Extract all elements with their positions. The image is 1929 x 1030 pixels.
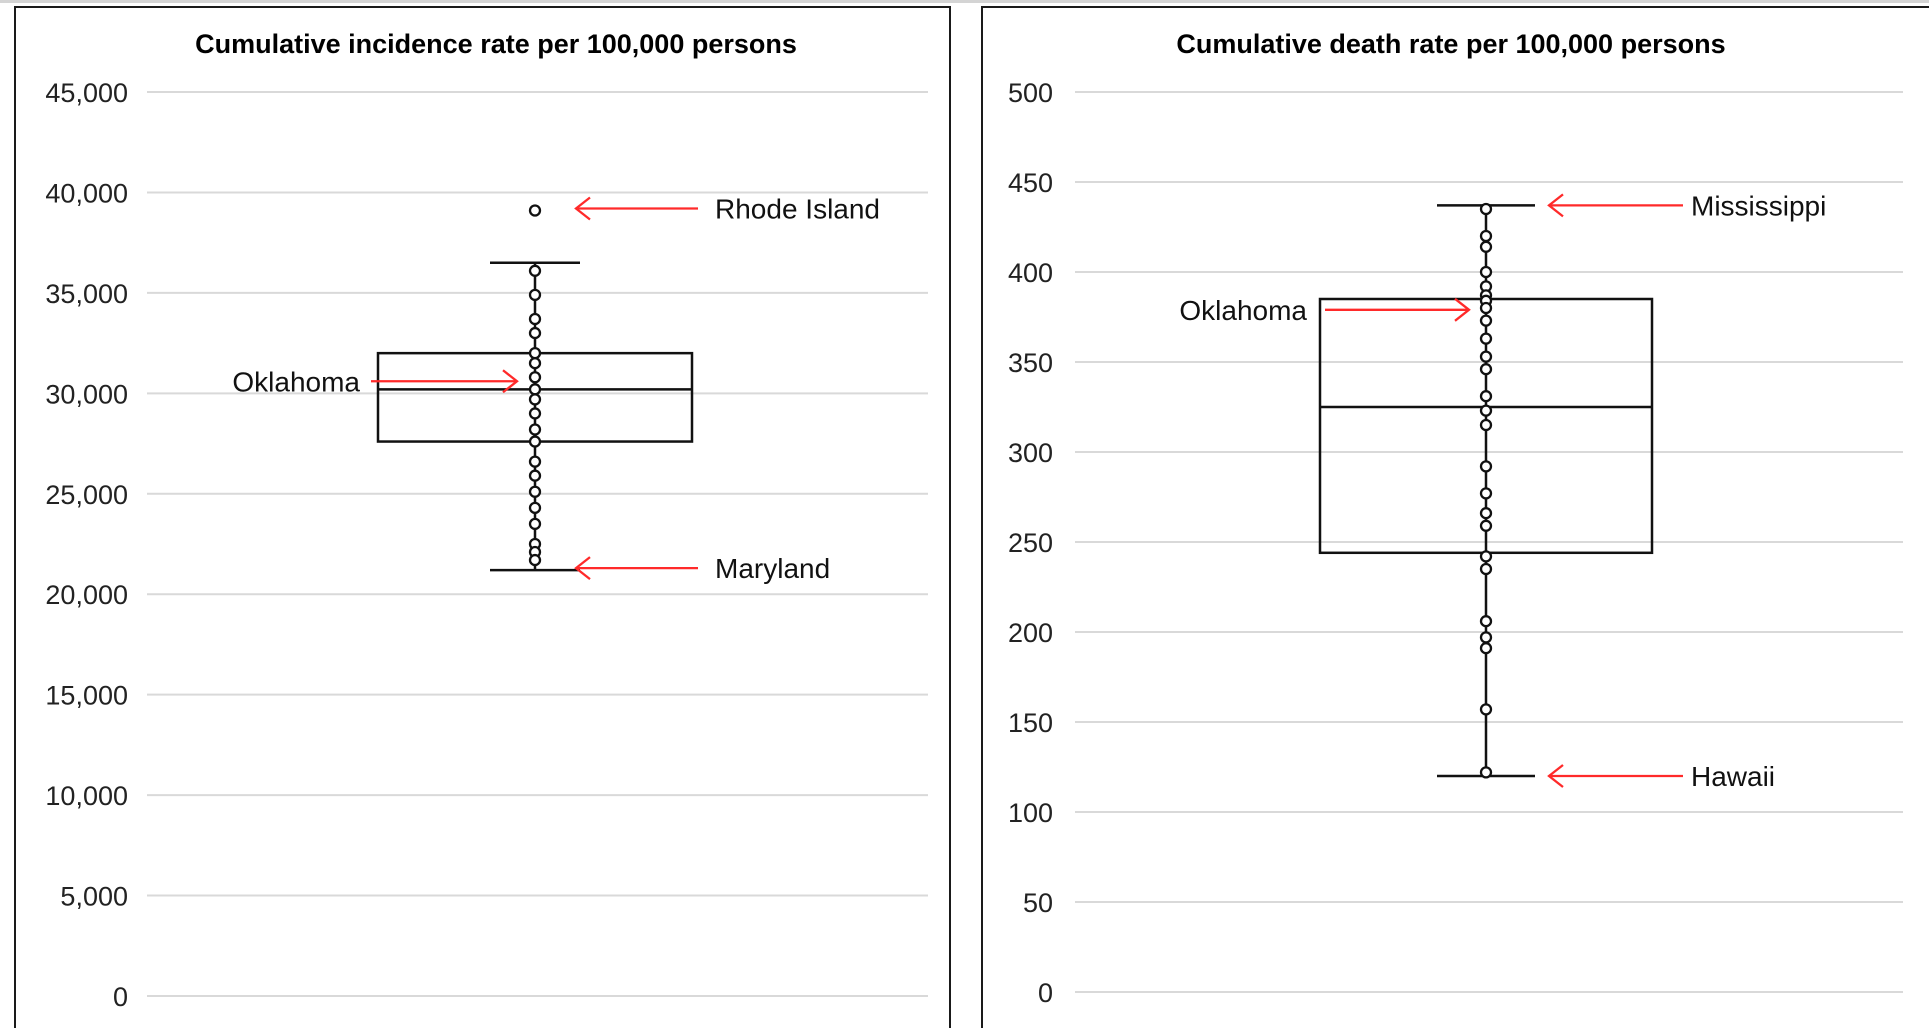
death-ytick-label: 400 [1008,258,1053,288]
incidence-data-point [528,357,542,370]
death-data-point [1479,202,1493,216]
death-data-point [1479,363,1493,376]
incidence-data-point [528,553,542,567]
incidence-data-point [528,312,542,326]
death-data-point [1479,631,1493,644]
death-data-point [1479,350,1493,363]
death-ytick-label: 0 [1038,978,1053,1008]
incidence-ytick-label: 25,000 [45,480,128,510]
incidence-ytick-label: 15,000 [45,681,128,711]
death-data-point [1479,615,1493,628]
death-data-point [1479,404,1493,417]
death-annotation-label: Oklahoma [1179,295,1307,326]
death-data-point [1479,240,1493,253]
death-annotation-arrowhead [1454,297,1471,322]
incidence-ytick-label: 0 [113,982,128,1012]
death-ytick-label: 500 [1008,78,1053,108]
incidence-data-point [528,264,542,277]
death-chart-title: Cumulative death rate per 100,000 person… [1176,29,1725,59]
incidence-chart: Cumulative incidence rate per 100,000 pe… [45,29,928,1012]
incidence-data-point [528,423,542,436]
death-ytick-label: 350 [1008,348,1053,378]
incidence-annotation-label: Rhode Island [715,194,880,225]
incidence-ytick-label: 45,000 [45,78,128,108]
incidence-data-point [528,393,542,406]
death-data-point [1479,418,1493,432]
incidence-data-point [528,517,542,531]
death-data-point [1479,766,1493,779]
death-data-point [1479,314,1493,327]
incidence-annotation-label: Oklahoma [232,366,360,397]
top-border [0,0,1929,3]
death-ytick-label: 100 [1008,798,1053,828]
incidence-ytick-label: 10,000 [45,781,128,811]
incidence-annotation-arrowhead [502,369,519,394]
incidence-data-point [528,485,542,498]
death-annotation-label: Mississippi [1691,190,1826,221]
death-data-point [1479,703,1493,716]
incidence-chart-panel: Cumulative incidence rate per 100,000 pe… [14,6,951,1028]
incidence-data-point [528,347,542,360]
incidence-data-point [528,326,542,340]
incidence-data-point [528,383,542,396]
death-chart: Cumulative death rate per 100,000 person… [1008,29,1903,1008]
death-ytick-label: 200 [1008,618,1053,648]
incidence-annotation-label: Maryland [715,553,830,584]
death-data-point [1479,229,1493,243]
death-ytick-label: 300 [1008,438,1053,468]
death-data-point [1479,642,1493,655]
incidence-data-point [528,469,542,482]
death-data-point [1479,487,1493,500]
death-ytick-label: 250 [1008,528,1053,558]
death-data-point [1479,550,1493,563]
death-data-point [1479,460,1493,473]
death-data-point [1479,265,1493,279]
incidence-data-point [528,288,542,302]
death-data-point [1479,301,1493,315]
death-data-point [1479,562,1493,576]
death-data-point [1479,519,1493,532]
incidence-annotation-arrowhead [574,556,591,581]
incidence-data-point [528,407,542,420]
incidence-data-point [528,501,542,514]
incidence-ytick-label: 20,000 [45,580,128,610]
death-ytick-label: 150 [1008,708,1053,738]
incidence-data-point [528,455,542,468]
incidence-data-point [528,204,542,217]
incidence-annotation-arrowhead [574,196,591,221]
death-data-point [1479,332,1493,345]
incidence-data-point [528,435,542,448]
incidence-ytick-label: 40,000 [45,178,128,208]
death-ytick-label: 450 [1008,168,1053,198]
death-ytick-label: 50 [1023,888,1053,918]
death-data-point [1479,507,1493,520]
incidence-chart-title: Cumulative incidence rate per 100,000 pe… [195,29,797,59]
death-annotation-label: Hawaii [1691,761,1775,792]
incidence-data-point [528,371,542,384]
death-annotation-arrowhead [1547,193,1564,218]
incidence-ytick-label: 35,000 [45,279,128,309]
incidence-ytick-label: 30,000 [45,379,128,409]
death-data-point [1479,390,1493,403]
death-annotation-arrowhead [1547,764,1564,788]
incidence-ytick-label: 5,000 [60,882,128,912]
death-chart-panel: Cumulative death rate per 100,000 person… [981,6,1929,1028]
